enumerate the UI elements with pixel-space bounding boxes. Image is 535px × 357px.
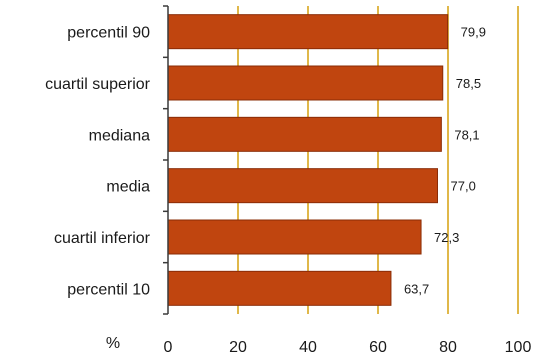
bar-2	[167, 116, 442, 152]
category-label-3: media	[106, 179, 150, 196]
x-tick-label-0: 0	[164, 339, 173, 356]
data-label-0: 79,9	[461, 25, 486, 40]
axes	[163, 5, 169, 315]
labels: 79,9 percentil 90 78,5 cuartil superior 78,1…	[45, 25, 531, 356]
data-label-1: 78,5	[456, 76, 481, 91]
x-tick-label-40: 40	[299, 339, 317, 356]
x-tick-label-100: 100	[505, 339, 532, 356]
data-label-5: 63,7	[404, 281, 429, 296]
bar-5	[167, 270, 392, 306]
data-label-4: 72,3	[434, 230, 459, 245]
category-label-1: cuartil superior	[45, 76, 151, 93]
category-label-0: percentil 90	[67, 25, 150, 42]
bar-0	[167, 14, 449, 50]
bar-4	[167, 219, 422, 255]
gridlines	[237, 6, 519, 314]
x-tick-label-80: 80	[439, 339, 457, 356]
x-tick-label-20: 20	[229, 339, 247, 356]
x-tick-label-60: 60	[369, 339, 387, 356]
data-label-3: 77,0	[451, 179, 476, 194]
category-label-4: cuartil inferior	[54, 230, 151, 247]
data-label-2: 78,1	[454, 127, 479, 142]
bar-1	[167, 65, 444, 101]
category-label-2: mediana	[89, 127, 150, 144]
category-label-5: percentil 10	[67, 281, 150, 298]
bar-3	[167, 168, 438, 204]
x-axis-unit-label: %	[106, 335, 120, 352]
